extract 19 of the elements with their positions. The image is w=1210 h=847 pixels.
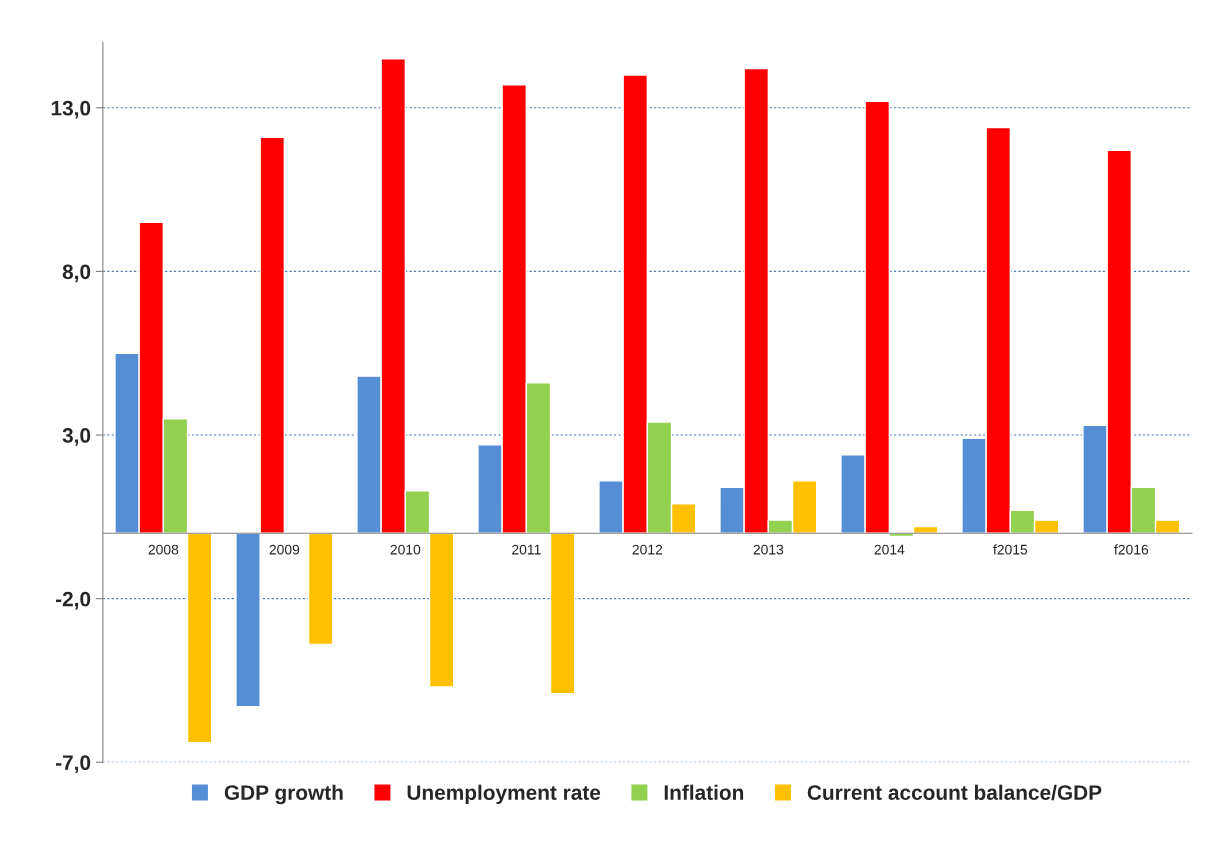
legend-label: GDP growth: [224, 784, 343, 805]
x-tick-label: 2008: [148, 544, 179, 555]
x-tick-label: 2011: [512, 544, 541, 555]
y-tick-label: -7,0: [55, 755, 91, 774]
legend-label: Current account balance/GDP: [807, 784, 1102, 801]
y-tick-label: -2,0: [55, 591, 91, 610]
y-tick-label: 3,0: [62, 428, 91, 446]
bar: [307, 532, 334, 646]
x-tick-label: 2013: [753, 544, 784, 555]
x-tick-label: 2014: [874, 544, 905, 555]
x-tick-label: 2010: [390, 544, 421, 555]
x-tick-label: 2009: [269, 544, 300, 555]
y-tick-label: 8,0: [62, 264, 91, 283]
legend-label: Unemployment rate: [407, 784, 601, 805]
y-tick-label: 13,0: [51, 100, 91, 119]
x-tick-label: f2015: [993, 544, 1028, 555]
x-tick-label: f2016: [1114, 544, 1149, 555]
legend-label: Inflation: [664, 784, 744, 800]
x-tick-label: 2012: [632, 544, 663, 555]
